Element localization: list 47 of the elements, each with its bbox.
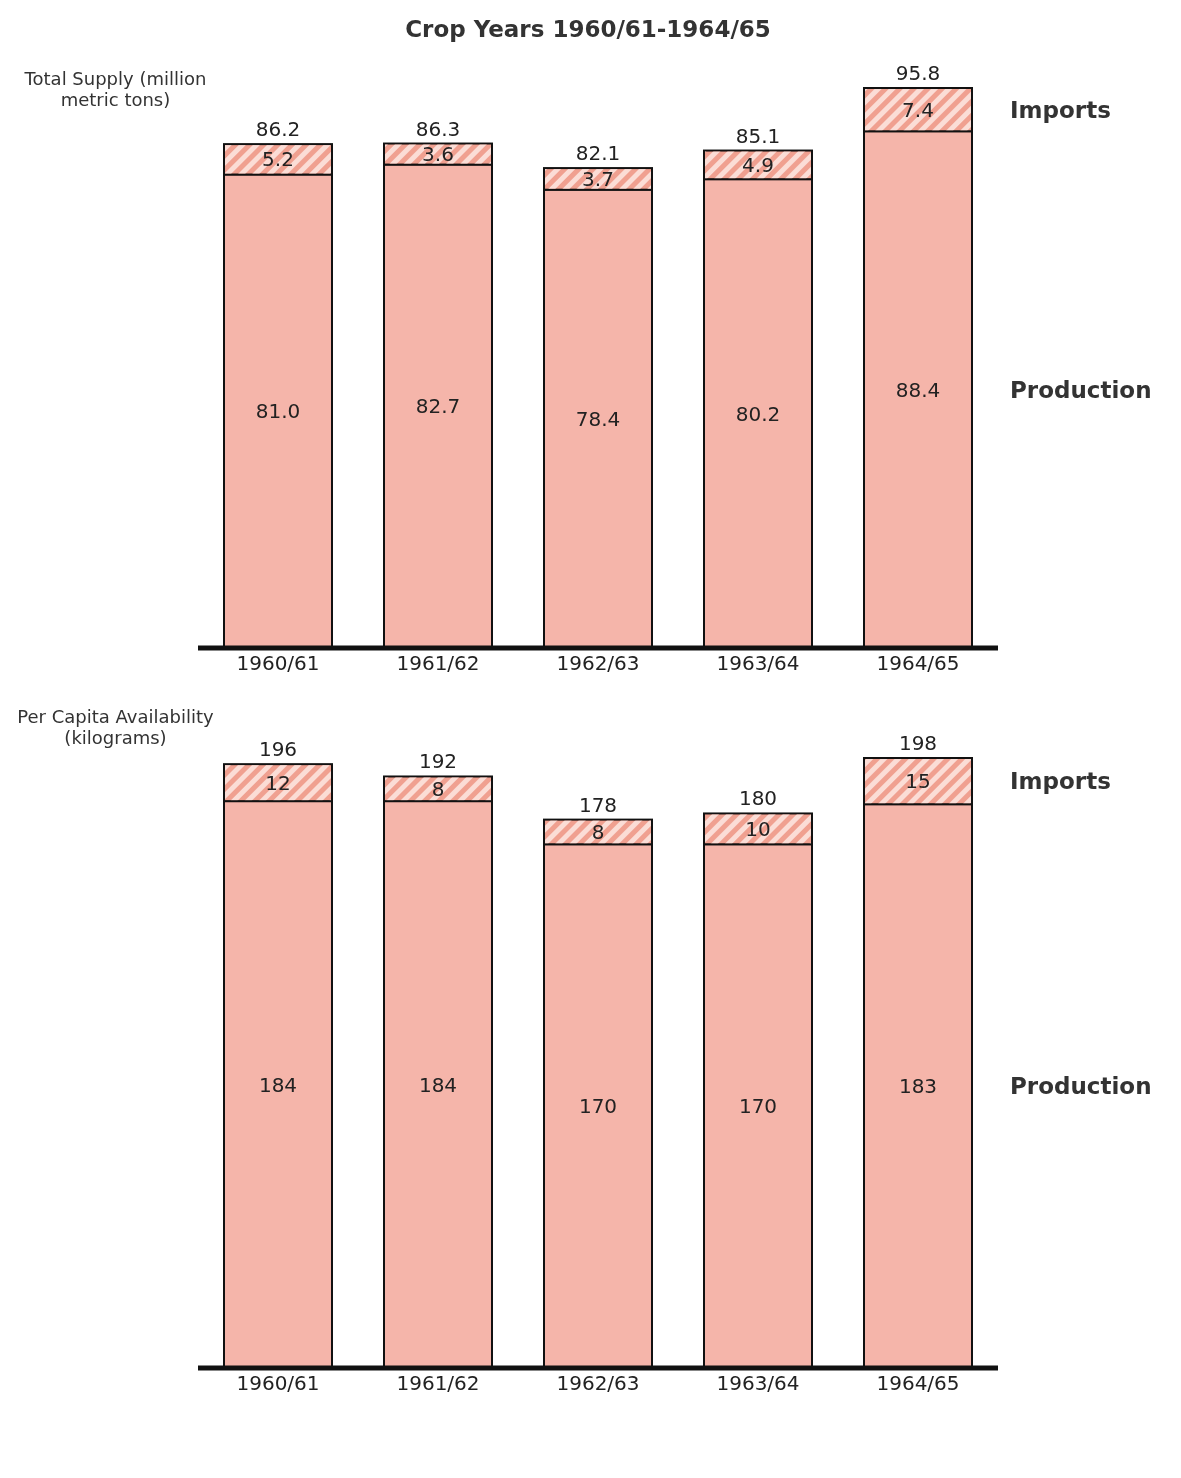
data-label: 8	[591, 819, 605, 844]
data-label: 82.7	[415, 394, 461, 419]
data-label: 3.6	[422, 142, 454, 167]
data-label: 184	[258, 1072, 298, 1097]
total-label: 178	[578, 792, 618, 817]
data-label: 170	[578, 1094, 618, 1119]
x-tick-label: 1964/65	[876, 1371, 960, 1396]
series-label: Production	[1010, 1073, 1152, 1100]
data-label: 5.2	[262, 147, 294, 172]
series-label: Production	[1010, 376, 1152, 403]
x-tick-label: 1963/64	[716, 651, 800, 676]
x-tick-label: 1960/61	[236, 651, 320, 676]
data-label: 183	[898, 1074, 938, 1099]
data-label: 7.4	[902, 97, 934, 122]
series-label: Imports	[1010, 768, 1111, 795]
series-label: Imports	[1010, 96, 1111, 123]
total-label: 86.3	[415, 116, 461, 141]
data-label: 78.4	[575, 406, 621, 431]
x-tick-label: 1962/63	[556, 651, 640, 676]
data-label: 80.2	[735, 401, 781, 426]
data-label: 4.9	[742, 152, 774, 177]
x-tick-label: 1962/63	[556, 1371, 640, 1396]
x-tick-label: 1964/65	[876, 651, 960, 676]
y-axis-title: Total Supply (million metric tons)	[23, 68, 208, 110]
x-tick-label: 1961/62	[396, 1371, 480, 1396]
data-label: 81.0	[255, 399, 301, 424]
data-label: 15	[905, 769, 931, 794]
data-label: 184	[418, 1072, 458, 1097]
data-label: 3.7	[582, 166, 614, 191]
data-label: 170	[738, 1094, 778, 1119]
total-label: 85.1	[735, 123, 781, 148]
total-label: 82.1	[575, 141, 621, 166]
total-label: 198	[898, 731, 938, 755]
total-label: 196	[258, 737, 298, 762]
total-label: 86.2	[255, 117, 301, 142]
data-label: 10	[745, 816, 771, 841]
x-tick-label: 1961/62	[396, 651, 480, 676]
x-tick-label: 1963/64	[716, 1371, 800, 1396]
data-label: 8	[431, 776, 445, 801]
x-tick-label: 1960/61	[236, 1371, 320, 1396]
total-label: 192	[418, 749, 458, 774]
data-label: 88.4	[895, 377, 941, 402]
chart-title: Crop Years 1960/61-1964/65	[404, 16, 772, 42]
y-axis-title: Per Capita Availability (kilograms)	[16, 706, 215, 748]
total-label: 95.8	[895, 61, 941, 85]
data-label: 12	[265, 770, 291, 795]
total-label: 180	[738, 786, 778, 811]
